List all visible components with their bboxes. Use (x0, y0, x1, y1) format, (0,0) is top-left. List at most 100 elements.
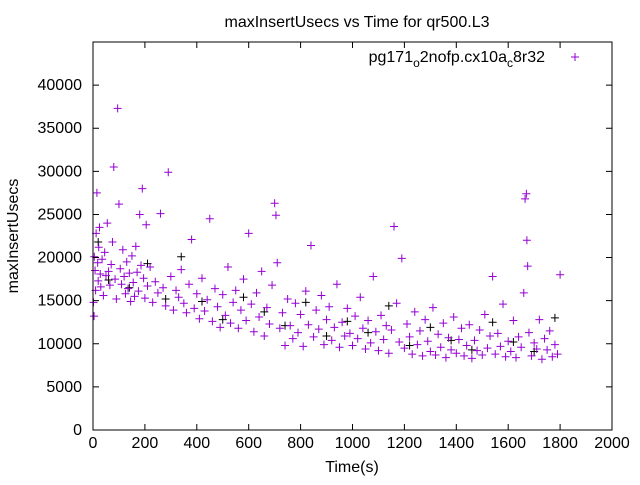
data-point (436, 343, 445, 352)
data-point (491, 350, 500, 359)
data-point (356, 293, 365, 302)
data-point (161, 301, 170, 310)
data-point (273, 258, 282, 267)
data-point (283, 294, 292, 303)
data-point (117, 280, 126, 289)
data-point (335, 343, 344, 352)
data-point (426, 323, 435, 332)
data-point (452, 349, 461, 358)
data-point (271, 211, 280, 220)
data-point (93, 258, 102, 267)
data-point (338, 318, 347, 327)
data-point (382, 321, 391, 330)
data-point (366, 338, 375, 347)
data-point (465, 320, 474, 329)
data-point (462, 341, 471, 350)
data-point (550, 340, 559, 349)
data-point (94, 238, 103, 247)
x-tick-label: 400 (183, 435, 210, 452)
data-point (239, 293, 248, 302)
data-point (143, 282, 152, 291)
y-axis: 0 5000 10000 15000 20000 25000 30000 35000 40000 (38, 77, 612, 439)
data-point (122, 257, 131, 266)
data-point (126, 297, 135, 306)
data-point (405, 332, 414, 341)
x-tick-label: 1800 (542, 435, 578, 452)
data-point (159, 283, 168, 292)
data-point (527, 351, 536, 360)
data-point (229, 298, 238, 307)
data-point (109, 163, 118, 172)
data-point (231, 286, 240, 295)
data-point (92, 188, 101, 197)
data-point (504, 337, 513, 346)
data-point (174, 293, 183, 302)
data-point (405, 341, 414, 350)
data-point (312, 306, 321, 315)
data-point (226, 319, 235, 328)
data-point (486, 332, 495, 341)
data-points (89, 104, 565, 364)
data-point (218, 315, 227, 324)
data-point (242, 316, 251, 325)
data-point (252, 288, 261, 297)
data-point (390, 222, 399, 231)
data-point (522, 189, 531, 198)
data-point (514, 332, 523, 341)
data-point (107, 260, 116, 269)
data-point (142, 220, 151, 229)
data-point (402, 319, 411, 328)
data-point (475, 325, 484, 334)
data-point (99, 291, 108, 300)
data-point (314, 325, 323, 334)
data-point (190, 304, 199, 313)
data-point (255, 313, 264, 322)
y-tick-label: 10000 (38, 336, 83, 353)
x-tick-label: 1000 (335, 435, 371, 452)
data-point (138, 184, 147, 193)
data-point (124, 284, 133, 293)
data-point (125, 283, 134, 292)
data-point (125, 269, 134, 278)
data-point (265, 319, 274, 328)
legend: pg171o2nofp.cx10ac8r32 (369, 49, 579, 70)
data-point (397, 254, 406, 263)
data-point (257, 267, 266, 276)
data-point (108, 238, 117, 247)
data-point (543, 345, 552, 354)
data-point (369, 272, 378, 281)
data-point (384, 349, 393, 358)
legend-label: pg171o2nofp.cx10ac8r32 (369, 49, 546, 70)
data-point (177, 252, 186, 261)
data-point (345, 329, 354, 338)
data-point (223, 263, 232, 272)
data-point (200, 307, 209, 316)
data-point (553, 350, 562, 359)
data-point (98, 255, 107, 264)
data-point (431, 350, 440, 359)
plot-frame (92, 41, 613, 431)
data-point (268, 281, 277, 290)
x-tick-label: 200 (132, 435, 159, 452)
data-point (457, 324, 466, 333)
data-point (197, 274, 206, 283)
data-point (447, 345, 456, 354)
data-point (319, 340, 328, 349)
data-point (153, 288, 162, 297)
data-point (236, 306, 245, 315)
data-point (441, 353, 450, 362)
data-point (501, 352, 510, 361)
x-tick-label: 800 (287, 435, 314, 452)
data-point (100, 248, 109, 257)
data-point (301, 298, 310, 307)
data-point (185, 280, 194, 289)
data-point (90, 312, 99, 321)
data-point (294, 328, 303, 337)
data-point (275, 324, 284, 333)
data-point (519, 288, 528, 297)
data-point (467, 345, 476, 354)
data-point (340, 332, 349, 341)
data-point (187, 235, 196, 244)
data-point (90, 252, 99, 261)
data-point (148, 298, 157, 307)
